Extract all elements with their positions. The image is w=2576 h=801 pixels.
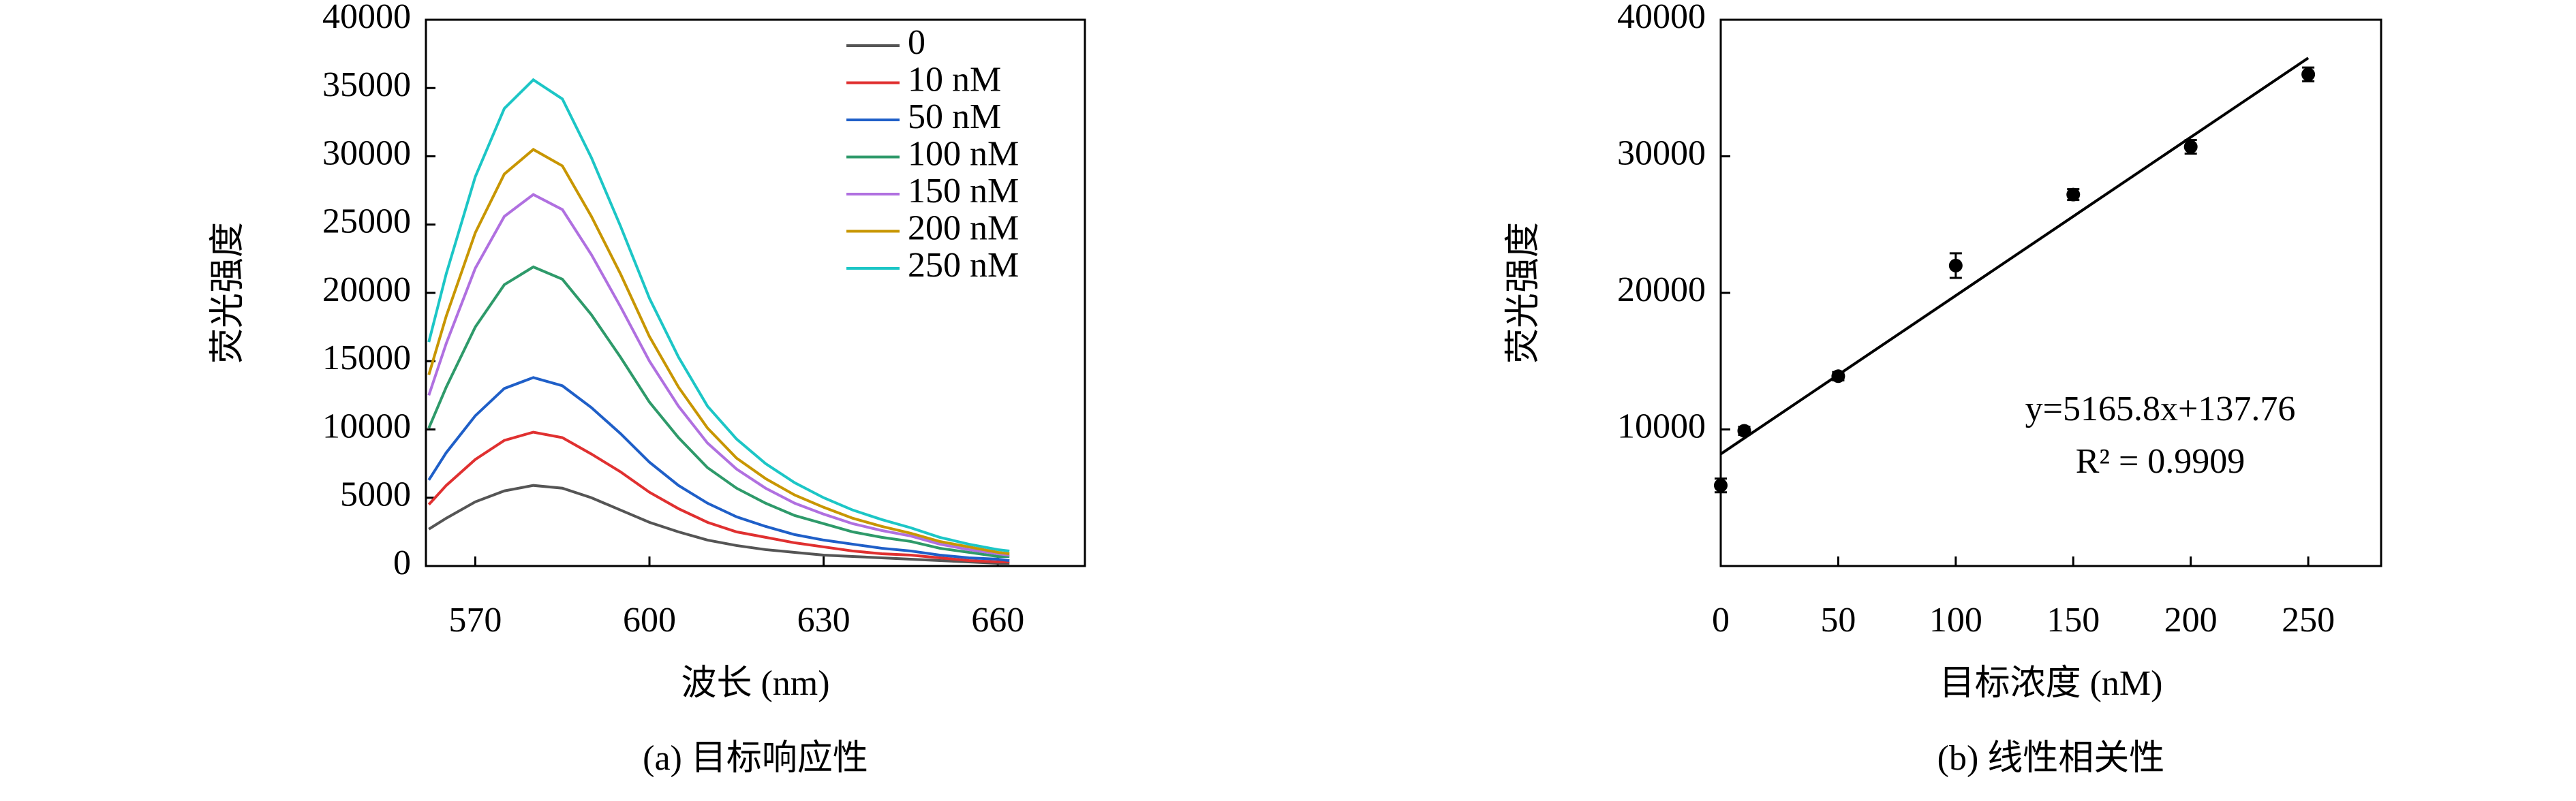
x-tick-label: 250: [2282, 601, 2335, 640]
x-tick-label: 660: [971, 601, 1024, 640]
data-point: [2183, 140, 2198, 154]
x-axis-label: 波长 (nm): [681, 664, 829, 703]
series-line: [427, 430, 1010, 563]
legend-label: 0: [908, 23, 925, 62]
y-tick-label: 20000: [1617, 270, 1706, 309]
x-tick-label: 150: [2046, 601, 2100, 640]
annotation: R² = 0.9909: [2076, 442, 2245, 481]
y-axis-label: 荧光强度: [209, 222, 247, 364]
series-line: [427, 265, 1010, 558]
x-tick-label: 0: [1712, 601, 1730, 640]
series-line: [427, 78, 1010, 552]
y-tick-label: 35000: [322, 65, 411, 104]
y-tick-label: 5000: [340, 475, 411, 514]
y-tick-label: 20000: [322, 270, 411, 309]
data-point: [1948, 258, 1963, 272]
y-tick-label: 0: [393, 544, 411, 582]
legend-label: 250 nM: [908, 246, 1019, 285]
y-tick-label: 25000: [322, 202, 411, 241]
legend-label: 150 nM: [908, 172, 1019, 210]
x-tick-label: 570: [448, 601, 502, 640]
y-tick-label: 30000: [322, 134, 411, 172]
data-point: [1831, 369, 1845, 383]
y-tick-label: 15000: [322, 339, 411, 377]
data-point: [2066, 187, 2081, 202]
series-line: [427, 376, 1010, 562]
fit-line: [1719, 57, 2310, 456]
y-tick-label: 40000: [322, 0, 411, 36]
x-tick-label: 50: [1820, 601, 1856, 640]
legend-label: 10 nM: [908, 60, 1001, 99]
y-tick-label: 40000: [1617, 0, 1706, 36]
data-point: [1737, 424, 1751, 438]
data-point: [1714, 478, 1728, 492]
caption: (b) 线性相关性: [1937, 739, 2165, 778]
y-axis-label: 荧光强度: [1504, 222, 1543, 364]
y-tick-label: 30000: [1617, 134, 1706, 172]
caption: (a) 目标响应性: [643, 739, 868, 778]
y-tick-label: 10000: [322, 407, 411, 445]
plot-frame: [1719, 18, 2382, 567]
x-tick-label: 600: [623, 601, 676, 640]
data-point: [2301, 67, 2316, 82]
legend-label: 200 nM: [908, 208, 1019, 247]
series-line: [427, 193, 1010, 556]
legend-label: 100 nM: [908, 134, 1019, 173]
x-tick-label: 630: [797, 601, 850, 640]
series-line: [427, 148, 1010, 555]
annotation: y=5165.8x+137.76: [2025, 390, 2296, 428]
x-tick-label: 100: [1929, 601, 1982, 640]
legend-label: 50 nM: [908, 97, 1001, 136]
series-line: [428, 484, 1010, 565]
x-tick-label: 200: [2164, 601, 2218, 640]
x-axis-label: 目标浓度 (nM): [1939, 664, 2163, 703]
y-tick-label: 10000: [1617, 407, 1706, 445]
